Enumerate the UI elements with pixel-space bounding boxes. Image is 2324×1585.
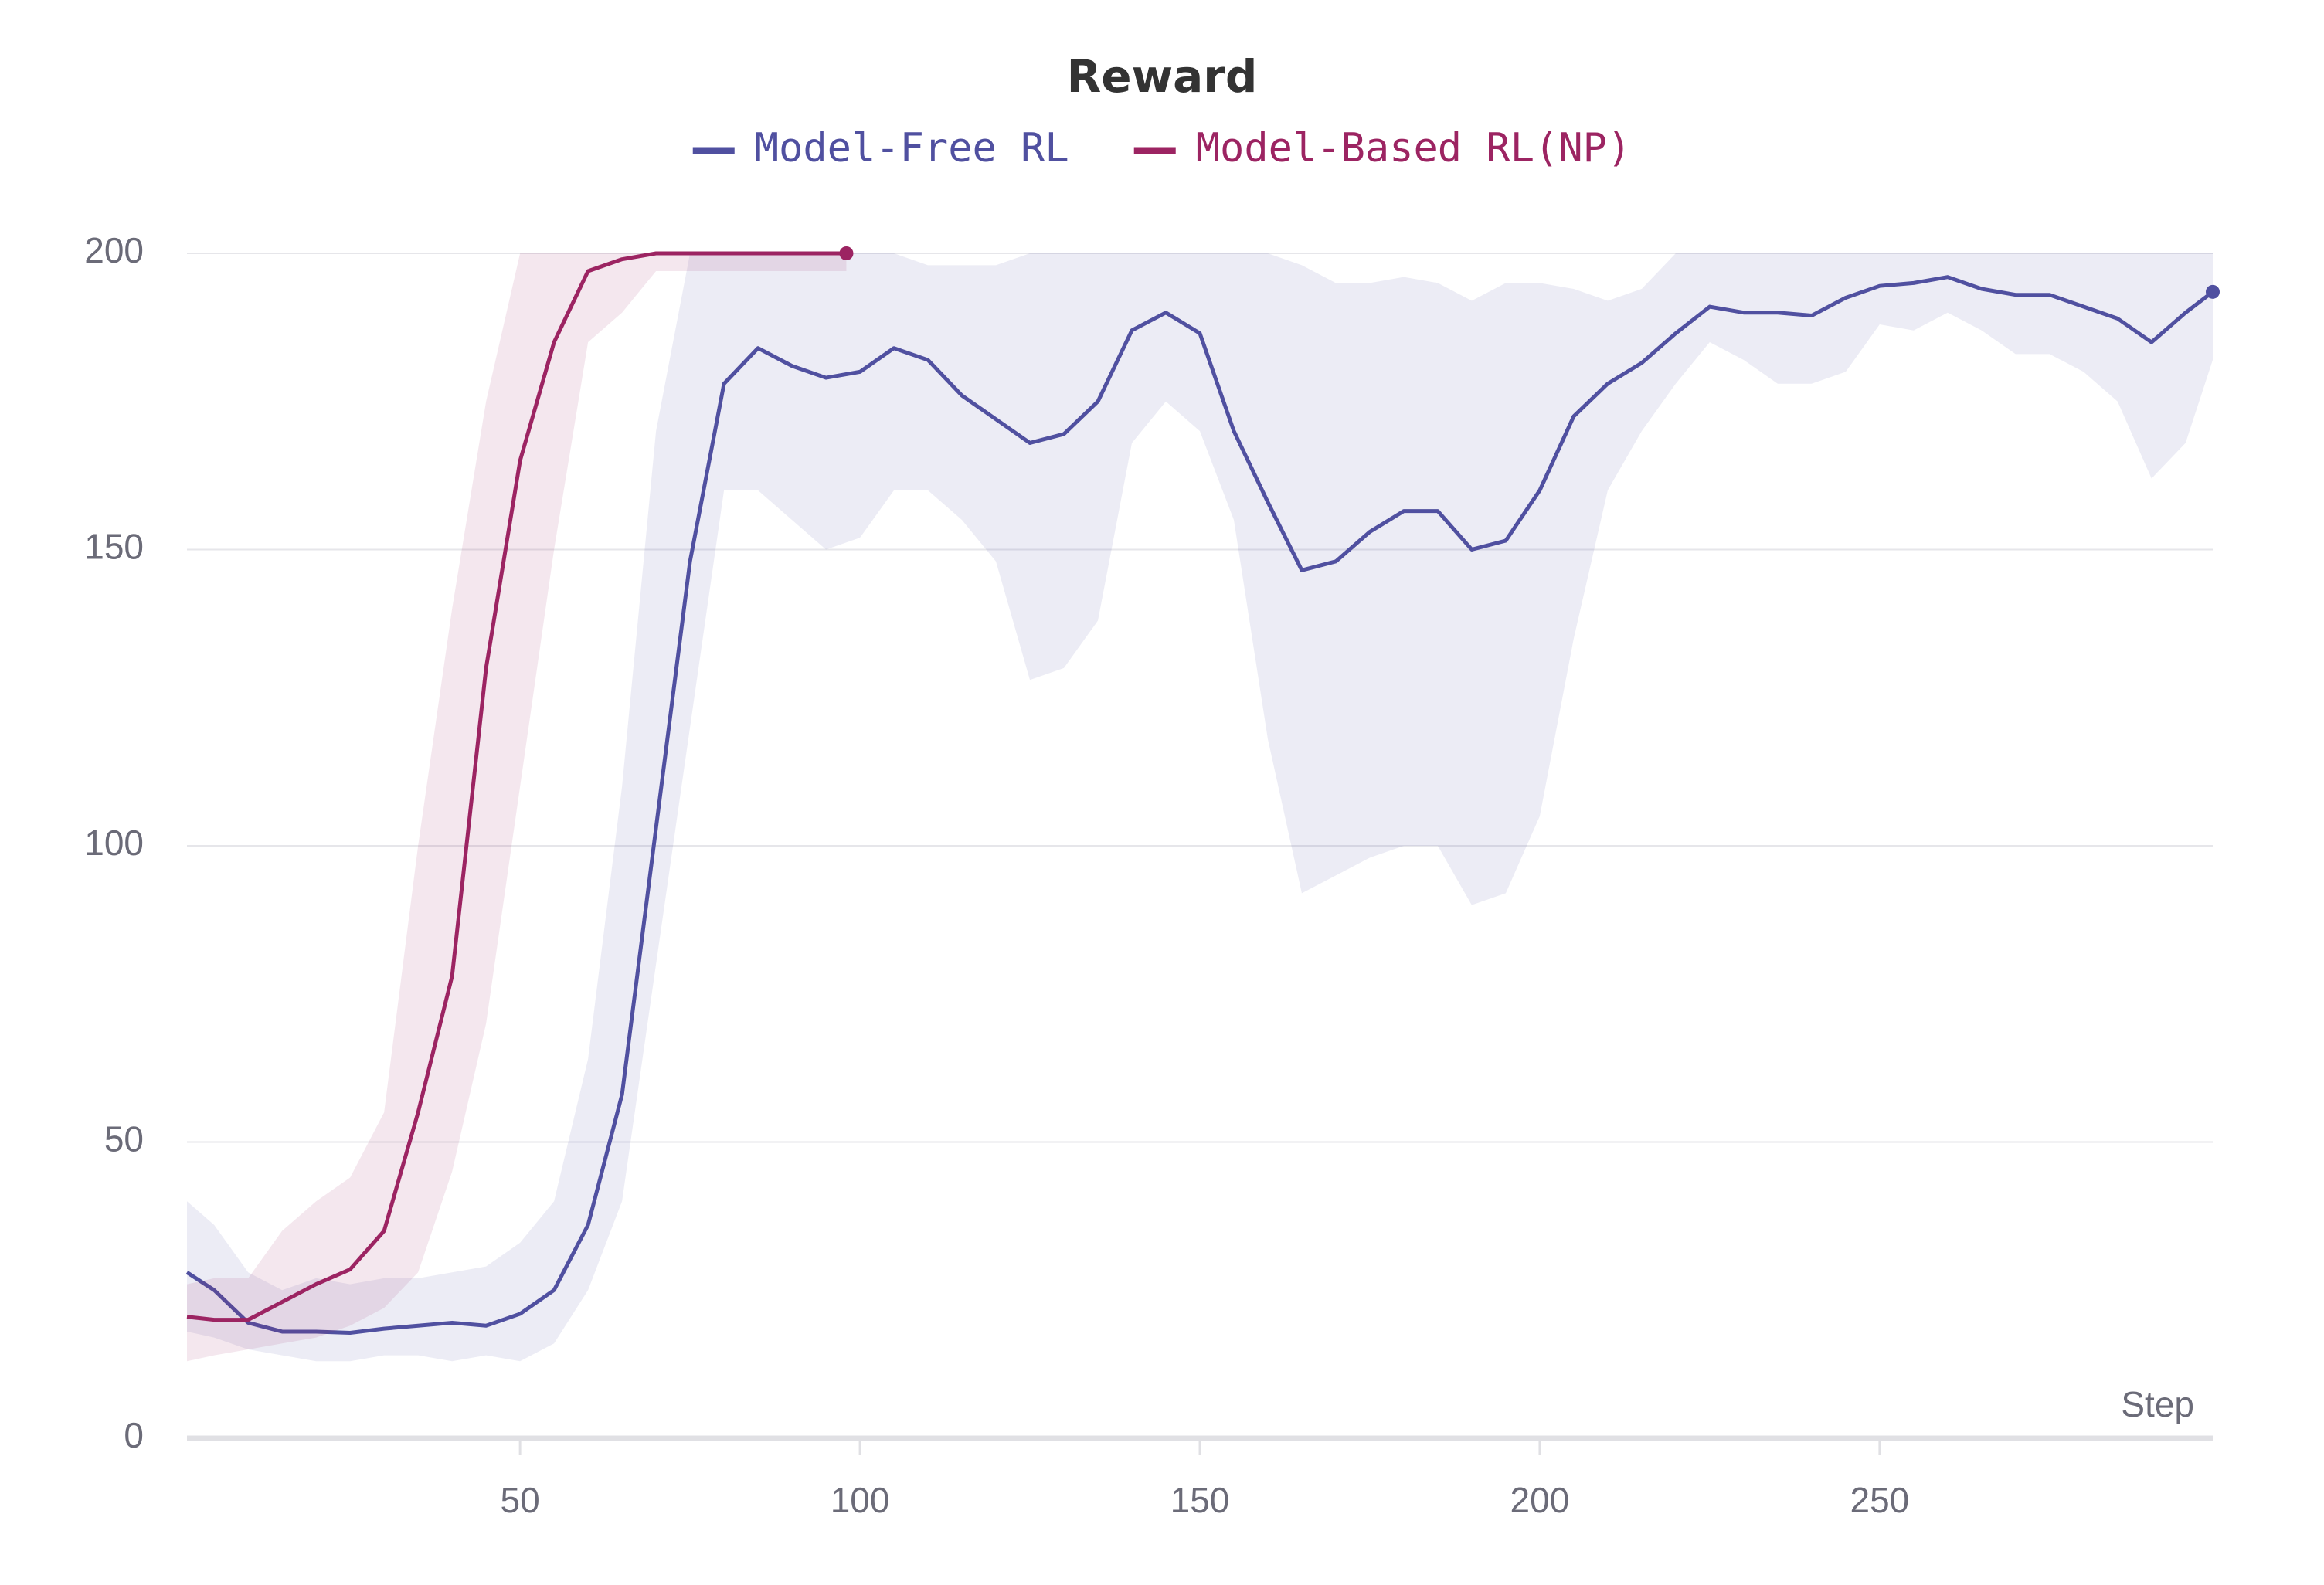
x-tick-label: 150 bbox=[1170, 1480, 1230, 1520]
end-point bbox=[839, 246, 854, 260]
y-tick-label: 200 bbox=[84, 230, 144, 270]
x-tick-label: 50 bbox=[501, 1480, 540, 1520]
end-point bbox=[2206, 284, 2220, 299]
x-tick-label: 100 bbox=[831, 1480, 890, 1520]
confidence-band bbox=[187, 253, 847, 1362]
x-tick-label: 200 bbox=[1510, 1480, 1570, 1520]
y-tick-label: 100 bbox=[84, 823, 144, 863]
series-line bbox=[186, 251, 847, 1322]
y-tick-label: 150 bbox=[84, 527, 144, 567]
y-tick-label: 50 bbox=[104, 1119, 144, 1159]
series-line bbox=[185, 275, 2214, 1335]
x-axis-label: Step bbox=[2121, 1384, 2194, 1424]
legend-label: Model-Based RL(NP) bbox=[1196, 125, 1632, 171]
legend-label: Model-Free RL bbox=[755, 125, 1069, 171]
x-tick-label: 250 bbox=[1850, 1480, 1909, 1520]
chart-title: Reward bbox=[1067, 50, 1258, 103]
y-tick-label: 0 bbox=[124, 1415, 144, 1455]
legend: Model-Free RL Model-Based RL(NP) bbox=[692, 125, 1632, 171]
confidence-band bbox=[187, 253, 2213, 1362]
